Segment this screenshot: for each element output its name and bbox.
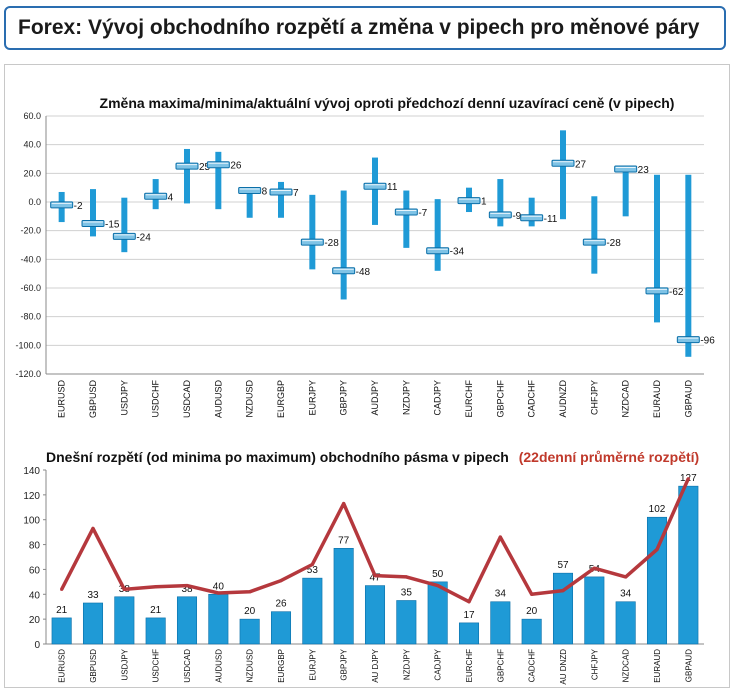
chart1-x-tick-label: GBPCHF xyxy=(495,380,505,418)
chart1-x-tick-label: EURGBP xyxy=(276,380,286,418)
chart1-y-tick-label: -80.0 xyxy=(20,312,41,322)
chart1-value-label: -9 xyxy=(512,211,521,222)
chart1-current-marker xyxy=(238,187,262,195)
chart1-current-marker xyxy=(206,161,230,169)
chart1-range-bar xyxy=(121,197,128,253)
chart1-current-marker xyxy=(582,238,606,246)
chart1-range-bar xyxy=(246,187,253,218)
chart1-range-bar xyxy=(560,130,566,220)
chart1-y-tick-label: -20.0 xyxy=(20,226,41,236)
chart1-current-marker xyxy=(457,197,481,205)
chart1-current-marker xyxy=(394,208,418,216)
chart1-value-label: -15 xyxy=(105,220,120,231)
page-title: Forex: Vývoj obchodního rozpětí a změna … xyxy=(18,16,700,39)
chart1-x-tick-label: EURJPY xyxy=(307,380,317,416)
chart1-value-label: 11 xyxy=(387,182,398,193)
chart1-range-bar xyxy=(528,197,535,227)
chart1-x-tick-label: AUDJPY xyxy=(370,380,380,416)
chart1-range-bar xyxy=(215,151,222,210)
chart1-y-tick-label: -100.0 xyxy=(15,340,41,350)
chart1-current-marker xyxy=(50,201,74,209)
chart1-x-tick-label: GBPAUD xyxy=(683,380,693,418)
charts-panel xyxy=(4,64,730,688)
chart1-value-label: 23 xyxy=(638,165,650,176)
chart1-y-tick-label: 0.0 xyxy=(28,197,41,207)
chart1-value-label: 25 xyxy=(199,162,211,173)
chart1-value-label: 7 xyxy=(293,188,299,199)
chart1-range-bar xyxy=(403,190,410,248)
chart1-x-tick-label: EURCHF xyxy=(464,379,474,417)
chart1-range-bar xyxy=(309,194,316,270)
chart1-value-label: -24 xyxy=(136,232,151,243)
chart1-current-marker xyxy=(488,211,512,219)
chart1-range-bar xyxy=(340,190,347,300)
chart1-y-tick-label: 40.0 xyxy=(23,140,41,150)
chart1-x-tick-label: NZDUSD xyxy=(245,380,255,418)
chart1-x-tick-label: AUDNZD xyxy=(558,380,568,418)
chart1-title: Změna maxima/minima/aktuální vývoj oprot… xyxy=(100,95,675,111)
chart1-x-tick-label: NZDCAD xyxy=(621,380,631,418)
chart1-value-label: -7 xyxy=(418,208,427,219)
chart1-range-bar xyxy=(434,199,441,271)
chart1-current-marker xyxy=(269,188,293,196)
chart1-range-bar xyxy=(278,181,284,218)
chart1-y-tick-label: -60.0 xyxy=(20,283,41,293)
chart1-y-tick-label: -40.0 xyxy=(20,254,41,264)
chart1-range-bar xyxy=(591,196,598,274)
chart1-value-label: -62 xyxy=(669,287,684,298)
chart1-value-label: -96 xyxy=(700,336,715,347)
chart1-y-tick-label: -120.0 xyxy=(15,369,41,379)
chart1-current-marker xyxy=(363,182,387,190)
chart1-x-tick-label: CADJPY xyxy=(433,380,443,416)
chart1-current-marker xyxy=(332,267,356,275)
chart1-x-tick-label: CADCHF xyxy=(527,379,537,417)
chart1-value-label: 1 xyxy=(481,197,487,208)
chart1-current-marker xyxy=(426,247,450,255)
chart1-x-tick-label: USDCHF xyxy=(151,379,161,417)
chart1-range-bar xyxy=(622,169,629,217)
chart1-current-marker xyxy=(112,232,136,240)
chart1-value-label: -28 xyxy=(606,238,621,249)
chart1-current-marker xyxy=(175,162,199,170)
page-header: Forex: Vývoj obchodního rozpětí a změna … xyxy=(4,6,726,50)
chart1-y-tick-label: 60.0 xyxy=(23,111,41,121)
chart1-y-tick-label: 20.0 xyxy=(23,168,41,178)
chart1-value-label: 8 xyxy=(262,187,268,198)
chart1-range-bar xyxy=(90,189,96,237)
chart1-value-label: -28 xyxy=(324,238,339,249)
chart1-value-label: -48 xyxy=(356,267,371,278)
chart1-x-tick-label: NZDJPY xyxy=(401,380,411,415)
chart1-current-marker xyxy=(645,287,669,295)
chart1-range-bar xyxy=(654,174,660,323)
chart1-x-tick-label: CHFJPY xyxy=(589,380,599,415)
chart1-x-tick-label: EURUSD xyxy=(57,380,67,419)
chart1-current-marker xyxy=(614,165,638,173)
chart1-x-tick-label: EURAUD xyxy=(652,380,662,419)
chart1-current-marker xyxy=(300,238,324,246)
chart1-range-bar xyxy=(184,148,190,204)
chart1-x-tick-label: GBPUSD xyxy=(88,380,98,419)
chart1-value-label: -2 xyxy=(74,201,83,212)
chart1-range-bar xyxy=(497,179,504,227)
chart1-x-tick-label: USDJPY xyxy=(119,380,129,416)
chart1-current-marker xyxy=(676,336,700,344)
chart1-value-label: 26 xyxy=(230,161,242,172)
chart1-current-marker xyxy=(144,192,168,200)
chart1-current-marker xyxy=(520,214,544,222)
pip-change-chart: Změna maxima/minima/aktuální vývoj oprot… xyxy=(15,95,715,419)
chart1-value-label: -34 xyxy=(450,247,465,258)
chart1-current-marker xyxy=(551,159,575,167)
chart1-x-tick-label: AUDUSD xyxy=(213,380,223,419)
chart1-x-tick-label: USDCAD xyxy=(182,380,192,419)
chart1-current-marker xyxy=(81,220,105,227)
chart1-range-bar xyxy=(685,174,692,357)
chart1-value-label: -11 xyxy=(544,214,558,225)
chart1-range-bar xyxy=(372,157,378,225)
chart1-x-tick-label: GBPJPY xyxy=(339,380,349,416)
chart1-value-label: 4 xyxy=(168,192,174,203)
chart1-value-label: 27 xyxy=(575,159,587,170)
